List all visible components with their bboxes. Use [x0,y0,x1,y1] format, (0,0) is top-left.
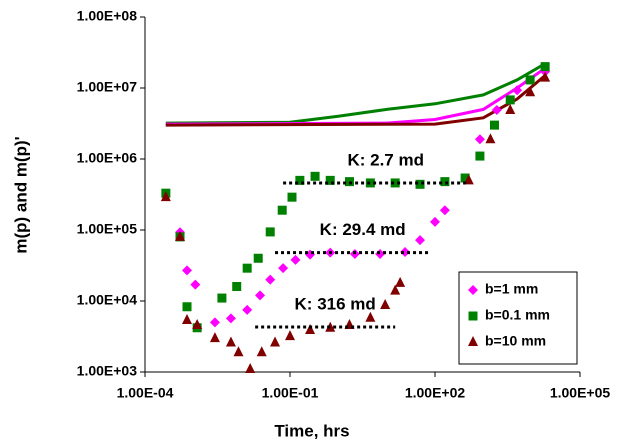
annotation-text: K: 2.7 md [347,150,424,169]
data-point [217,293,227,303]
data-point [525,75,535,85]
legend-marker [468,285,478,295]
data-point [390,178,400,188]
y-tick-label: 1.00E+05 [77,221,138,237]
data-point [278,263,289,274]
data-point [525,86,536,97]
data-point [310,171,320,181]
data-point [463,174,474,185]
data-point [245,363,256,374]
data-point [295,175,305,185]
data-point [415,235,426,246]
data-point [265,227,275,237]
data-point [491,104,502,115]
data-point [365,311,376,322]
data-point [265,274,276,285]
data-point [512,85,523,96]
data-point [505,95,515,105]
data-point [474,134,485,145]
x-tick-label: 1.00E+02 [405,385,466,401]
data-point [182,265,193,276]
data-point [182,302,192,312]
legend-label: b=0.1 mm [485,307,550,323]
data-point [242,304,253,315]
data-point [390,284,401,295]
data-point [242,263,252,273]
legend-marker [468,311,478,321]
data-point [430,216,440,227]
legend-label: b=1 mm [485,281,538,297]
data-point [270,336,281,347]
data-point [305,324,316,335]
curve [165,62,546,125]
data-point [277,205,287,215]
curve [165,74,547,127]
data-point [540,71,551,82]
data-point [325,175,335,185]
annotation-text: K: 29.4 md [320,220,406,239]
data-point [489,120,499,130]
data-point [232,282,242,292]
annotation-text: K: 316 md [295,295,376,314]
y-tick-label: 1.00E+07 [77,79,138,95]
data-point [505,103,516,114]
data-point [209,317,220,328]
legend-marker [468,336,478,346]
data-point [415,179,425,189]
data-point [439,205,450,216]
data-point [190,279,201,290]
data-point [175,230,186,241]
y-tick-label: 1.00E+06 [77,150,138,166]
x-tick-label: 1.00E+05 [550,385,611,401]
data-point [233,346,244,357]
data-point [182,314,193,325]
legend-label: b=10 mm [485,333,546,349]
y-tick-label: 1.00E+04 [77,292,138,308]
data-point [325,321,336,332]
data-point [380,298,391,309]
data-point [287,192,297,202]
y-axis-label: m(p) and m(p)' [11,136,30,253]
data-point [285,330,295,341]
data-point [305,249,316,260]
data-point [395,276,406,287]
data-point [256,346,267,357]
data-point [475,151,485,161]
x-axis-label: Time, hrs [274,421,349,440]
data-point [400,246,411,257]
data-point [225,336,236,347]
data-point [192,318,203,329]
data-point [160,191,171,202]
data-point [440,177,450,187]
data-point [255,290,266,301]
data-point [365,178,375,188]
x-tick-label: 1.00E-04 [117,385,174,401]
data-point [225,313,236,324]
data-point [540,62,550,72]
data-point [253,253,263,263]
data-point [485,133,496,144]
data-point [460,173,470,183]
data-point [209,332,220,343]
y-tick-label: 1.00E+08 [77,8,138,24]
y-tick-label: 1.00E+03 [77,363,138,379]
data-point [290,254,301,265]
x-tick-label: 1.00E-01 [262,385,319,401]
legend: b=1 mm b=0.1 mm b=10 mm [458,271,578,365]
legend-box [458,271,578,365]
